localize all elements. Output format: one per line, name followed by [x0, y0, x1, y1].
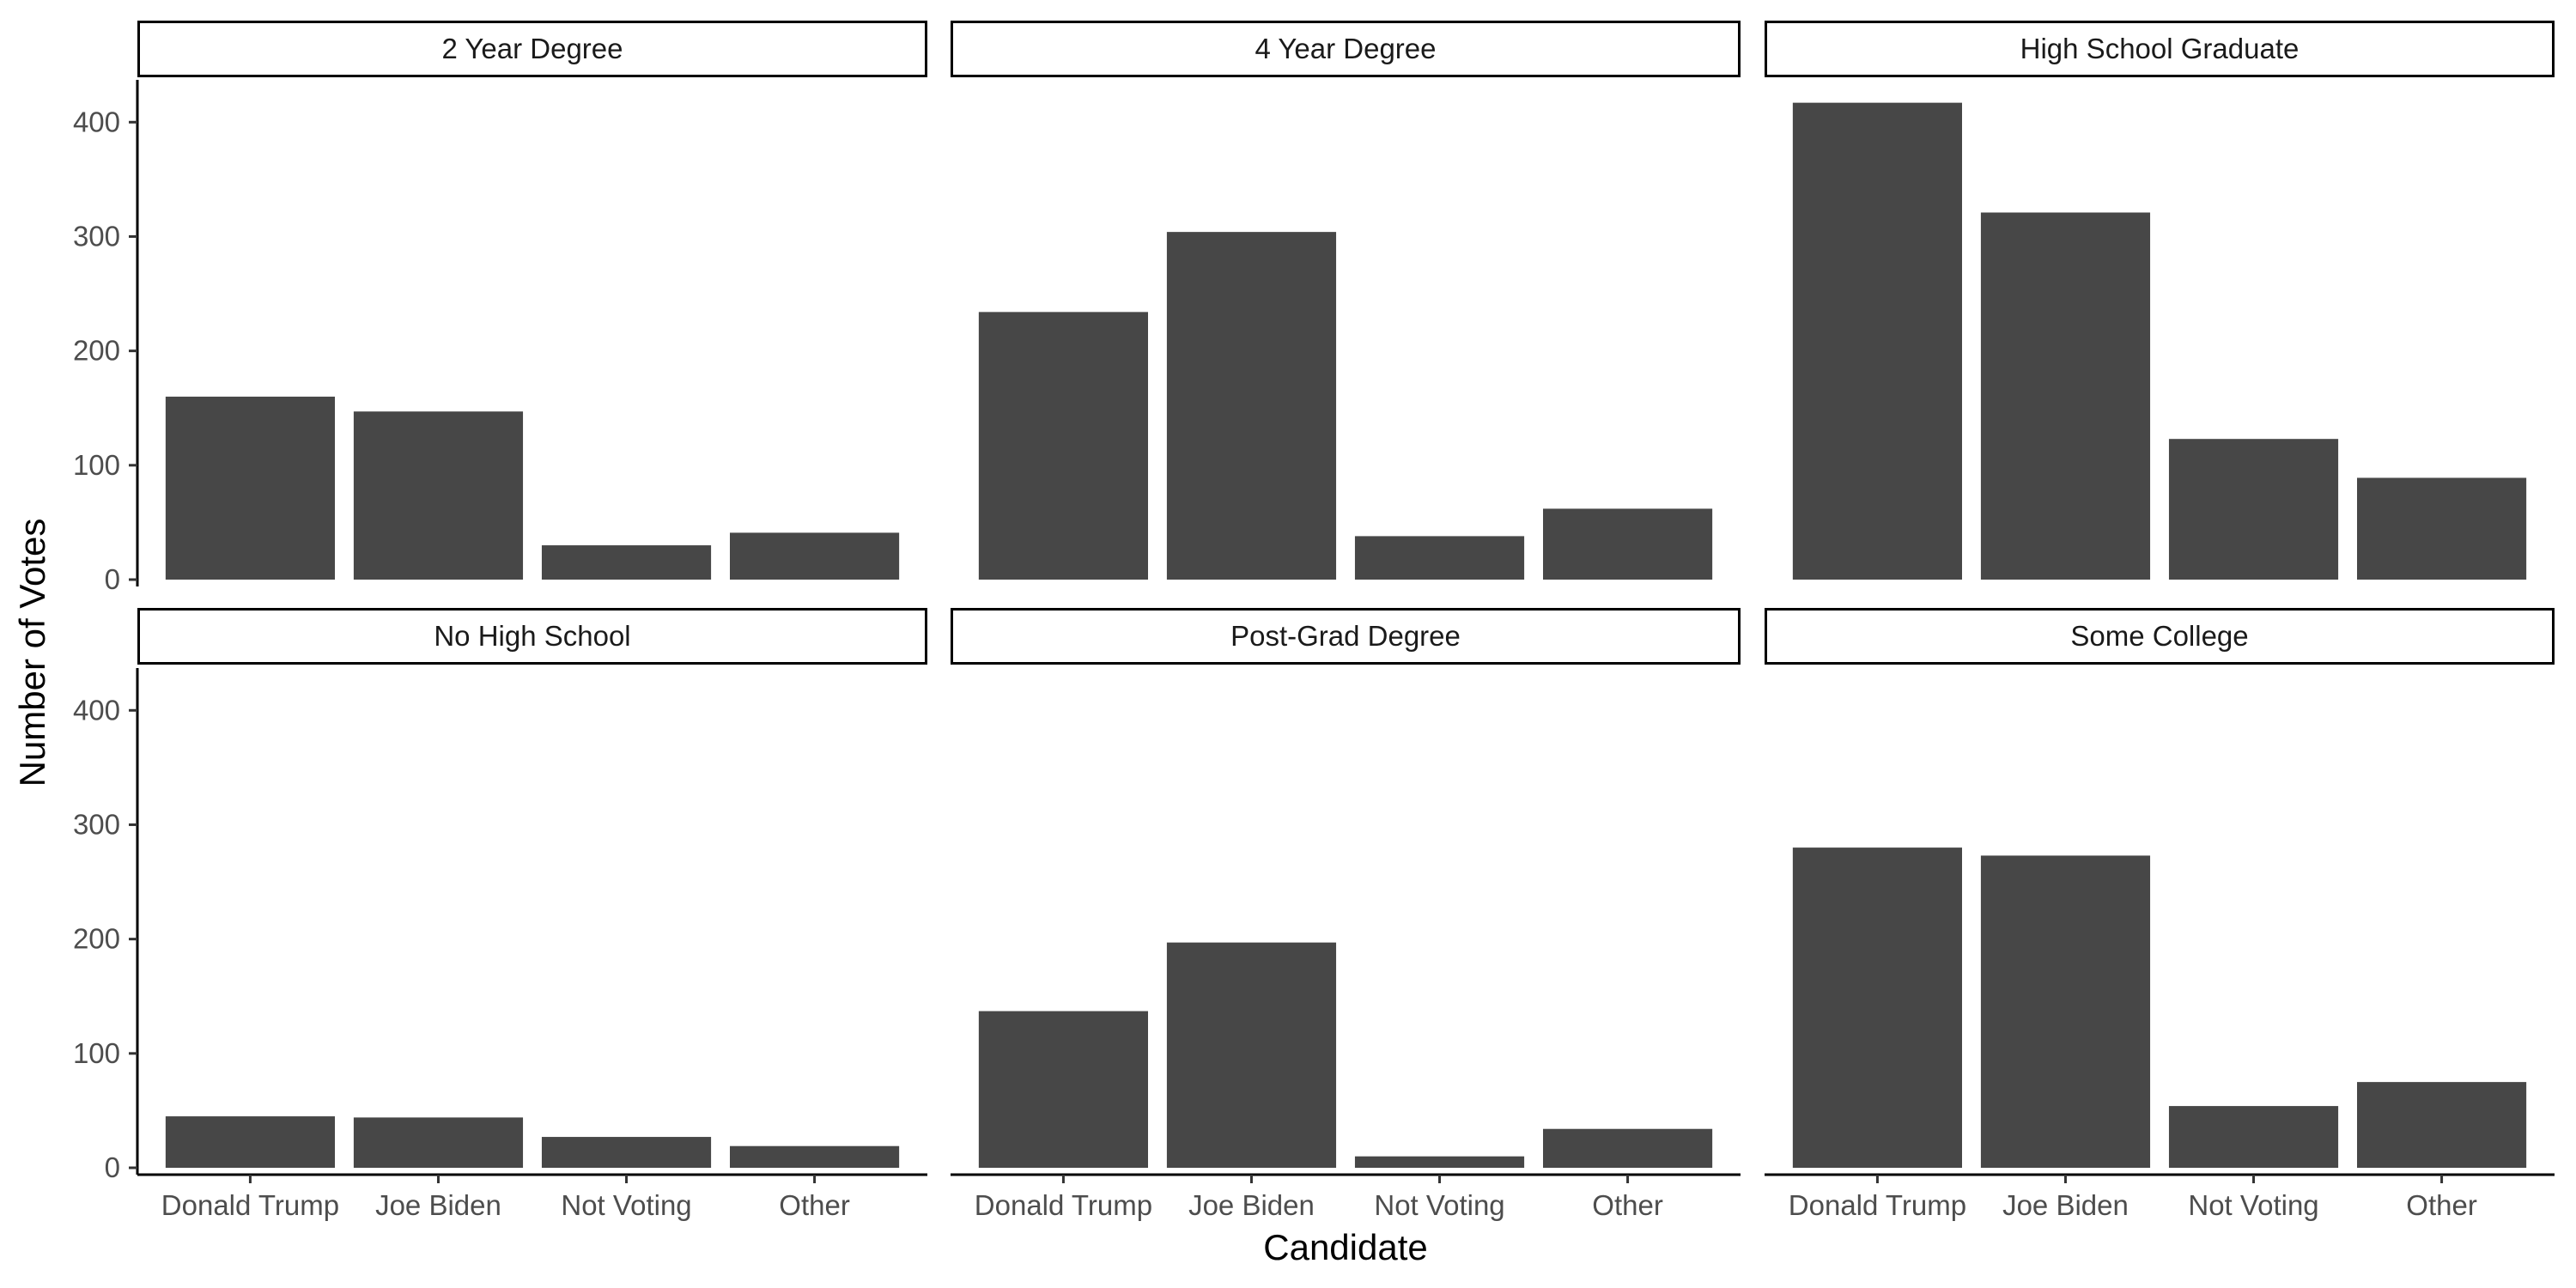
x-tick-label: Other [2406, 1189, 2477, 1221]
facet-strip [137, 21, 927, 77]
y-tick-label: 0 [105, 1151, 120, 1183]
bar [1543, 508, 1713, 580]
x-tick-label: Joe Biden [375, 1189, 501, 1221]
bar [1354, 1156, 1525, 1169]
x-tick-label: Joe Biden [1188, 1189, 1315, 1221]
bar [1792, 848, 1962, 1169]
x-tick-label: Donald Trump [161, 1189, 339, 1221]
facet-strip-label: Post-Grad Degree [1230, 620, 1461, 652]
facet-strip-label: 2 Year Degree [441, 33, 623, 64]
bar [541, 545, 712, 580]
bar [1792, 102, 1962, 580]
y-tick-label: 200 [73, 923, 120, 955]
facet-strip-label: High School Graduate [2020, 33, 2300, 64]
facet-strip [1765, 608, 2555, 665]
bar [2168, 439, 2339, 580]
facet-panels: 2 Year Degree 0 100 200 300 400 4 Year Degree H… [73, 21, 2555, 1221]
bar [2357, 477, 2527, 580]
facet-strip [137, 608, 927, 665]
bar [165, 1116, 335, 1169]
bar [978, 1011, 1148, 1169]
x-tick-label: Donald Trump [975, 1189, 1152, 1221]
bar [1166, 942, 1337, 1169]
facet-strip-label: No High School [434, 620, 630, 652]
y-tick-label: 100 [73, 1037, 120, 1069]
x-tick-label: Donald Trump [1789, 1189, 1966, 1221]
x-tick-label: Not Voting [2188, 1189, 2318, 1221]
bar [353, 411, 524, 580]
facet-strip-label: 4 Year Degree [1255, 33, 1436, 64]
bar [1166, 232, 1337, 580]
bar [730, 532, 900, 580]
facet-strip [1765, 21, 2555, 77]
bar [2357, 1082, 2527, 1169]
facet-panel: 2 Year Degree 0 100 200 300 400 [73, 21, 927, 595]
facet-panel: Some College Donald Trump Joe Biden Not Vot… [1765, 608, 2555, 1221]
facet-strip [951, 21, 1741, 77]
facet-panel: Post-Grad Degree Donald Trump Joe Biden Not… [951, 608, 1741, 1221]
bar [978, 312, 1148, 580]
facet-panel: High School Graduate [1765, 21, 2555, 580]
bar [2168, 1106, 2339, 1169]
bar [165, 396, 335, 580]
x-axis-title: Candidate [1263, 1227, 1427, 1267]
bar [541, 1137, 712, 1169]
bar [1354, 536, 1525, 580]
bar [1980, 855, 2151, 1169]
y-tick-label: 0 [105, 563, 120, 595]
y-tick-label: 300 [73, 808, 120, 840]
bar [353, 1117, 524, 1169]
facet-panel: No High School 0 100 200 300 400 Donald Trump J… [73, 608, 927, 1221]
facet-strip [951, 608, 1741, 665]
facet-strip-label: Some College [2070, 620, 2248, 652]
x-tick-label: Joe Biden [2002, 1189, 2129, 1221]
bar [1980, 212, 2151, 580]
x-tick-label: Not Voting [1374, 1189, 1504, 1221]
y-tick-label: 200 [73, 335, 120, 367]
x-tick-label: Other [779, 1189, 850, 1221]
x-tick-label: Not Voting [561, 1189, 691, 1221]
bar [730, 1145, 900, 1169]
y-axis-title: Number of Votes [12, 519, 52, 787]
y-tick-label: 100 [73, 449, 120, 481]
y-tick-label: 300 [73, 220, 120, 252]
y-tick-label: 400 [73, 106, 120, 137]
x-tick-label: Other [1592, 1189, 1663, 1221]
y-tick-label: 400 [73, 694, 120, 726]
bar [1543, 1128, 1713, 1169]
facet-panel: 4 Year Degree [951, 21, 1741, 580]
